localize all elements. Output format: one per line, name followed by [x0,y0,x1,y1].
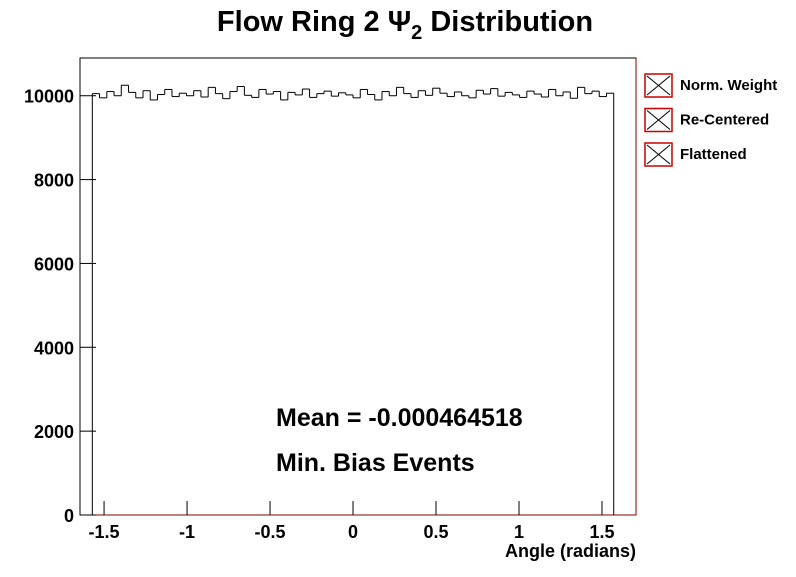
y-tick-label: 4000 [34,338,74,358]
x-tick-label: 1 [514,522,524,542]
legend-cross [646,144,671,165]
annotation: Mean = -0.000464518 [276,404,523,432]
title-rest: Distribution [422,6,593,38]
title-sub: 2 [411,22,422,44]
annotation: Min. Bias Events [276,449,475,477]
legend-label: Flattened [680,146,747,163]
x-tick-label: -0.5 [255,522,286,542]
chart-title: Flow Ring 2 Ψ2 Distribution [217,6,593,44]
x-tick-label: -1.5 [89,522,120,542]
y-tick-label: 2000 [34,422,74,442]
x-axis-label: Angle (radians) [505,541,636,561]
legend-cross [646,75,671,96]
y-tick-label: 8000 [34,171,74,191]
x-tick-label: 0.5 [423,522,448,542]
x-tick-label: 0 [348,522,358,542]
y-tick-label: 6000 [34,254,74,274]
legend-swatch [644,73,673,98]
legend-cross [646,110,671,130]
legend-swatch [644,142,673,167]
x-tick-label: 1.5 [589,522,614,542]
legend-swatch [644,107,673,133]
legend-label: Re-Centered [680,112,769,129]
legend-label: Norm. Weight [680,77,777,94]
y-tick-label: 0 [64,506,74,526]
bin-edges [91,85,615,515]
title-text: Flow Ring 2 Ψ [217,6,411,38]
y-tick-label: 10000 [24,87,74,107]
x-tick-label: -1 [179,522,195,542]
